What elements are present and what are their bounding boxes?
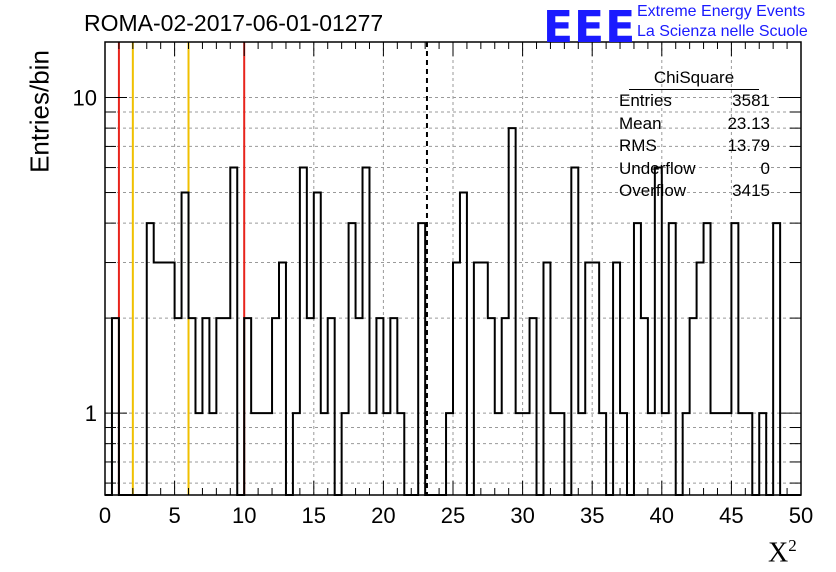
x-tick-label: 20 xyxy=(371,503,395,528)
stat-label: Entries xyxy=(619,91,672,110)
stat-row: Overflow 3415 xyxy=(611,180,776,203)
stats-box: ChiSquare Entries 3581 Mean 23.13 RMS 13… xyxy=(611,68,776,203)
y-tick-label: 1 xyxy=(85,401,97,426)
stat-label: Underflow xyxy=(619,158,696,178)
x-axis-label: X2 xyxy=(768,536,797,569)
stat-value: 0 xyxy=(760,158,770,178)
stat-row: Entries 3581 xyxy=(611,90,776,113)
stats-title: ChiSquare xyxy=(629,68,759,90)
stat-value: 3581 xyxy=(732,91,770,110)
y-tick-label: 10 xyxy=(73,86,97,111)
logo-subtitle-1: Extreme Energy Events xyxy=(637,3,806,20)
stat-row: Mean 23.13 xyxy=(611,113,776,136)
y-axis-label: Entries/bin xyxy=(24,50,55,173)
x-tick-label: 0 xyxy=(99,503,111,528)
x-tick-label: 35 xyxy=(580,503,604,528)
x-tick-label: 5 xyxy=(168,503,180,528)
stat-label: RMS xyxy=(619,136,657,155)
stat-label: Overflow xyxy=(619,181,687,200)
chart-title: ROMA-02-2017-06-01-01277 xyxy=(84,10,384,36)
logo-subtitle-2: La Scienza nelle Scuole xyxy=(637,23,808,40)
x-tick-label: 15 xyxy=(302,503,326,528)
eee-logo: EEE xyxy=(543,2,637,53)
x-tick-label: 10 xyxy=(232,503,256,528)
stat-value: 3415 xyxy=(732,181,770,200)
x-tick-label: 30 xyxy=(510,503,534,528)
stat-value: 13.79 xyxy=(727,136,770,155)
x-tick-label: 45 xyxy=(719,503,743,528)
x-tick-label: 40 xyxy=(650,503,674,528)
x-axis-ticks: 0 5 10 15 20 25 30 35 40 45 50 xyxy=(99,42,813,528)
stat-label: Mean xyxy=(619,113,662,133)
x-tick-label: 50 xyxy=(789,503,813,528)
y-axis-ticks: 1 10 xyxy=(73,86,801,484)
stat-value: 23.13 xyxy=(727,113,770,133)
stat-row: RMS 13.79 xyxy=(611,135,776,158)
stat-row: Underflow 0 xyxy=(611,158,776,181)
x-tick-label: 25 xyxy=(441,503,465,528)
